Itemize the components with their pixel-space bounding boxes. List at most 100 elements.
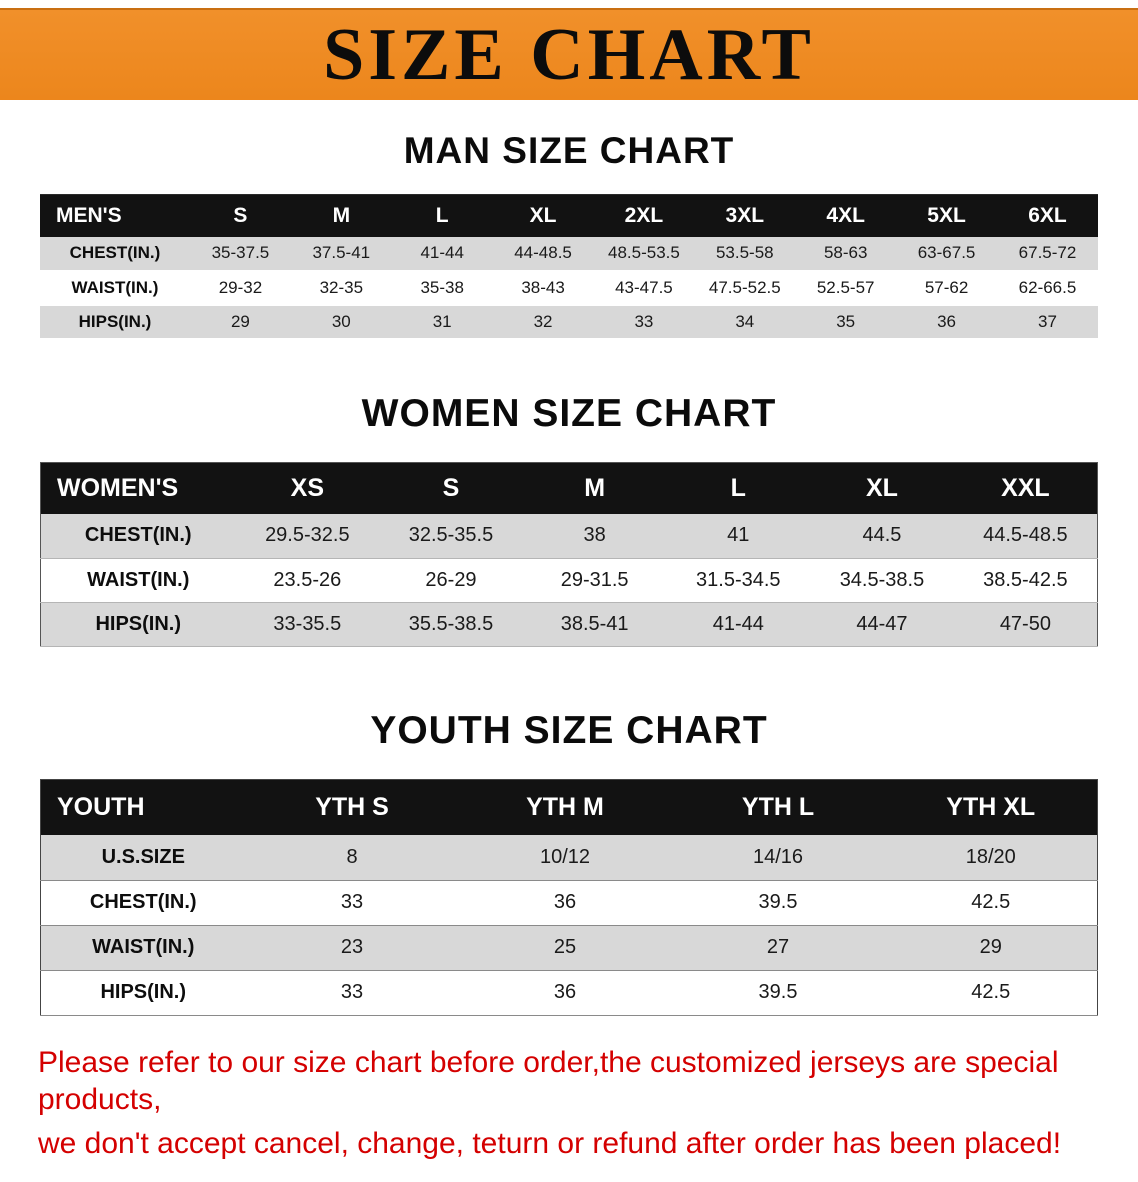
- size-value-cell: 63-67.5: [896, 236, 997, 272]
- size-value-cell: 26-29: [379, 558, 523, 603]
- size-value-cell: 18/20: [884, 835, 1098, 881]
- table-title-cell: YOUTH: [40, 779, 246, 835]
- row-label-cell: U.S.SIZE: [40, 835, 246, 881]
- size-value-cell: 39.5: [671, 970, 885, 1016]
- table-row: U.S.SIZE 8 10/12 14/16 18/20: [40, 835, 1098, 881]
- row-label-cell: WAIST(IN.): [40, 925, 246, 971]
- table-row: CHEST(IN.) 33 36 39.5 42.5: [40, 880, 1098, 926]
- row-label-cell: WAIST(IN.): [40, 558, 236, 603]
- size-header-cell: 4XL: [795, 194, 897, 237]
- size-value-cell: 44.5: [810, 514, 954, 559]
- size-value-cell: 52.5-57: [795, 270, 897, 306]
- size-value-cell: 30: [290, 304, 392, 340]
- size-value-cell: 23.5-26: [235, 558, 380, 603]
- women-section-heading: WOMEN SIZE CHART: [361, 391, 777, 435]
- size-value-cell: 44-47: [810, 602, 954, 647]
- table-row: HIPS(IN.) 33-35.5 35.5-38.5 38.5-41 41-44 44-…: [40, 602, 1098, 647]
- size-value-cell: 35.5-38.5: [379, 602, 523, 647]
- size-value-cell: 32-35: [290, 270, 392, 306]
- size-value-cell: 44-48.5: [492, 236, 594, 272]
- size-value-cell: 29.5-32.5: [235, 514, 380, 559]
- size-value-cell: 33: [245, 970, 459, 1016]
- size-value-cell: 36: [458, 880, 672, 926]
- size-value-cell: 34.5-38.5: [810, 558, 954, 603]
- table-row: WAIST(IN.) 29-32 32-35 35-38 38-43 43-47.5 47.…: [40, 270, 1098, 306]
- size-value-cell: 31: [391, 304, 493, 340]
- youth-size-table: YOUTH YTH S YTH M YTH L YTH XL U.S.SIZE 8 10/12…: [40, 778, 1098, 1016]
- size-header-cell: YTH S: [245, 779, 459, 835]
- table-row: CHEST(IN.) 35-37.5 37.5-41 41-44 44-48.5 48.5…: [40, 236, 1098, 272]
- size-value-cell: 53.5-58: [694, 236, 796, 272]
- size-value-cell: 58-63: [795, 236, 897, 272]
- table-title-cell: MEN'S: [40, 194, 190, 237]
- row-label-cell: CHEST(IN.): [40, 236, 190, 272]
- row-label-cell: HIPS(IN.): [40, 304, 190, 340]
- size-value-cell: 29-31.5: [522, 558, 667, 603]
- size-value-cell: 36: [458, 970, 672, 1016]
- size-value-cell: 42.5: [884, 880, 1098, 926]
- table-header-row: MEN'S S M L XL 2XL 3XL 4XL 5XL 6XL: [40, 194, 1098, 237]
- size-value-cell: 47.5-52.5: [694, 270, 796, 306]
- men-size-section: MAN SIZE CHART MEN'S S M L XL 2XL 3XL 4XL 5XL 6XL…: [0, 130, 1138, 340]
- row-label-cell: CHEST(IN.): [40, 880, 246, 926]
- size-value-cell: 39.5: [671, 880, 885, 926]
- men-size-table: MEN'S S M L XL 2XL 3XL 4XL 5XL 6XL CHEST(IN.) 35-37…: [40, 194, 1098, 340]
- size-value-cell: 25: [458, 925, 672, 971]
- size-value-cell: 38.5-42.5: [953, 558, 1098, 603]
- size-value-cell: 33: [245, 880, 459, 926]
- size-value-cell: 42.5: [884, 970, 1098, 1016]
- women-size-section: WOMEN SIZE CHART WOMEN'S XS S M L XL XXL CHEST(…: [0, 392, 1138, 647]
- size-value-cell: 29: [190, 304, 291, 340]
- size-value-cell: 67.5-72: [997, 236, 1098, 272]
- size-value-cell: 31.5-34.5: [666, 558, 811, 603]
- men-section-heading: MAN SIZE CHART: [403, 130, 735, 171]
- banner: SIZE CHART: [0, 8, 1138, 100]
- size-header-cell: XL: [810, 462, 954, 514]
- size-value-cell: 23: [245, 925, 459, 971]
- table-header-row: WOMEN'S XS S M L XL XXL: [40, 462, 1098, 514]
- size-value-cell: 27: [671, 925, 885, 971]
- size-value-cell: 33: [593, 304, 695, 340]
- size-header-cell: 5XL: [896, 194, 997, 237]
- table-header-row: YOUTH YTH S YTH M YTH L YTH XL: [40, 779, 1098, 835]
- disclaimer: Please refer to our size chart before or…: [0, 1044, 1138, 1163]
- size-value-cell: 35-37.5: [190, 236, 291, 272]
- row-label-cell: CHEST(IN.): [40, 514, 236, 559]
- size-value-cell: 33-35.5: [235, 602, 380, 647]
- size-value-cell: 47-50: [953, 602, 1098, 647]
- size-header-cell: 2XL: [593, 194, 695, 237]
- size-header-cell: YTH XL: [884, 779, 1098, 835]
- size-value-cell: 8: [245, 835, 459, 881]
- size-value-cell: 36: [896, 304, 997, 340]
- size-header-cell: XXL: [953, 462, 1098, 514]
- size-header-cell: 6XL: [997, 194, 1098, 237]
- table-row: HIPS(IN.) 29 30 31 32 33 34 35 36 37: [40, 304, 1098, 340]
- size-value-cell: 34: [694, 304, 796, 340]
- size-header-cell: L: [391, 194, 493, 237]
- size-value-cell: 43-47.5: [593, 270, 695, 306]
- table-row: CHEST(IN.) 29.5-32.5 32.5-35.5 38 41 44.5 44.5…: [40, 514, 1098, 559]
- women-size-table: WOMEN'S XS S M L XL XXL CHEST(IN.) 29.5-32.5 32.5…: [40, 461, 1098, 647]
- size-value-cell: 29: [884, 925, 1098, 971]
- size-value-cell: 57-62: [896, 270, 997, 306]
- size-value-cell: 35-38: [391, 270, 493, 306]
- disclaimer-line-1: Please refer to our size chart before or…: [38, 1045, 1059, 1117]
- size-value-cell: 37.5-41: [290, 236, 392, 272]
- size-value-cell: 37: [997, 304, 1098, 340]
- size-header-cell: S: [190, 194, 291, 237]
- size-value-cell: 32: [492, 304, 594, 340]
- size-value-cell: 44.5-48.5: [953, 514, 1098, 559]
- size-header-cell: M: [290, 194, 392, 237]
- size-header-cell: 3XL: [694, 194, 796, 237]
- size-value-cell: 35: [795, 304, 897, 340]
- row-label-cell: HIPS(IN.): [40, 970, 246, 1016]
- size-value-cell: 62-66.5: [997, 270, 1098, 306]
- size-header-cell: L: [666, 462, 811, 514]
- size-value-cell: 14/16: [671, 835, 885, 881]
- size-value-cell: 10/12: [458, 835, 672, 881]
- size-value-cell: 38: [522, 514, 667, 559]
- size-header-cell: XL: [492, 194, 594, 237]
- size-value-cell: 29-32: [190, 270, 291, 306]
- size-value-cell: 41-44: [391, 236, 493, 272]
- table-row: HIPS(IN.) 33 36 39.5 42.5: [40, 970, 1098, 1016]
